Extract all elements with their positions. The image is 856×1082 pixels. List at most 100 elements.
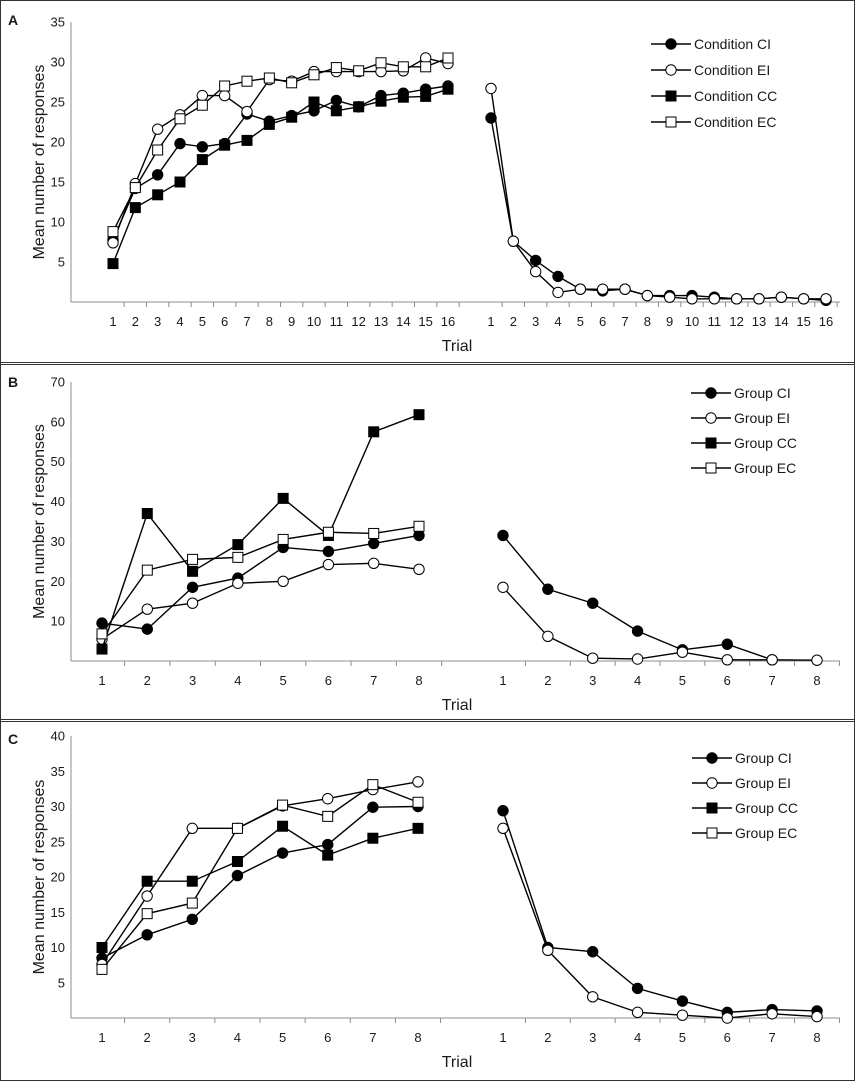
- data-point: [412, 776, 424, 788]
- x-tick-label: 5: [679, 1030, 686, 1045]
- data-point: [141, 890, 153, 902]
- x-tick-label: 2: [144, 673, 151, 688]
- data-point: [322, 793, 334, 805]
- y-axis-title: Mean number of responses: [31, 780, 48, 975]
- series-line: [101, 783, 419, 970]
- data-point: [587, 652, 599, 664]
- x-tick-label: 6: [325, 673, 332, 688]
- x-tick-label: 8: [414, 1030, 421, 1045]
- y-tick-label: 15: [51, 175, 65, 190]
- data-point: [322, 838, 334, 851]
- data-point: [232, 577, 244, 589]
- data-point: [552, 286, 564, 299]
- x-tick-label: 6: [599, 314, 606, 329]
- x-tick-label: 4: [234, 673, 241, 688]
- data-point: [587, 991, 599, 1003]
- x-tick-label: 4: [554, 314, 561, 329]
- x-tick-label: 6: [221, 314, 228, 329]
- data-point: [186, 581, 199, 593]
- data-point: [96, 643, 108, 655]
- x-tick-label: 7: [769, 1030, 776, 1045]
- data-point: [96, 628, 108, 640]
- chart-svg: C 5 10 15 20 25 30 35 40 1 2 3 4 5 6 7 8 1 2 3 4 5 6 7 8 Trial Mea…: [0, 719, 855, 1081]
- data-point: [141, 875, 153, 887]
- data-point: [174, 137, 186, 150]
- data-point: [186, 897, 198, 909]
- series-group-ei: [96, 776, 823, 1024]
- data-point: [574, 283, 587, 295]
- x-tick-label: 2: [510, 314, 517, 329]
- y-tick-label: 30: [51, 534, 65, 549]
- chart-svg: B 10 20 30 40 50 60 70 1 2 3 4 5 6 7 8 1 2 3 4 5 6 7 8 Trial Mean…: [0, 362, 855, 722]
- data-point: [442, 83, 454, 95]
- x-axis-title: Trial: [442, 338, 473, 355]
- x-tick-label: 5: [279, 1030, 286, 1045]
- panel-label: B: [8, 374, 18, 390]
- data-point: [231, 822, 243, 834]
- x-axis-title: Trial: [442, 1054, 473, 1071]
- x-tick-label: 2: [544, 673, 551, 688]
- data-point: [420, 61, 432, 73]
- legend-marker: [706, 827, 718, 839]
- data-point: [96, 963, 108, 975]
- series-line: [101, 825, 419, 948]
- data-point: [375, 95, 387, 107]
- data-point: [412, 822, 424, 834]
- data-point: [232, 539, 244, 551]
- x-tick-label: 3: [189, 1030, 196, 1045]
- x-tick-label: 11: [708, 314, 722, 329]
- x-tick-label: 16: [441, 314, 455, 329]
- data-point: [529, 254, 542, 267]
- data-point: [107, 258, 119, 270]
- data-point: [196, 141, 209, 153]
- data-point: [367, 832, 379, 844]
- x-tick-label: 10: [685, 314, 699, 329]
- data-point: [596, 283, 609, 295]
- panel-b: B 10 20 30 40 50 60 70 1 2 3 4 5 6 7 8 1 2 3 4 5 6 7 8 Trial Mean…: [0, 362, 855, 722]
- data-point: [367, 801, 379, 813]
- data-point: [367, 779, 379, 791]
- legend: Group CI Group EI Group CC Group EC: [692, 750, 798, 841]
- x-tick-label: 5: [679, 673, 686, 688]
- data-point: [676, 646, 689, 658]
- series-group-cc: [96, 820, 424, 953]
- data-point: [330, 94, 343, 107]
- x-tick-label: 5: [577, 314, 584, 329]
- data-point: [277, 533, 289, 545]
- x-axis-title: Trial: [442, 697, 473, 714]
- data-point: [485, 112, 497, 124]
- data-point: [375, 57, 387, 69]
- data-point: [141, 623, 153, 635]
- x-tick-label: 8: [266, 314, 273, 329]
- data-point: [507, 235, 520, 247]
- data-point: [186, 597, 199, 609]
- x-tick-label: 1: [98, 673, 105, 688]
- series-line: [490, 88, 826, 300]
- data-point: [151, 169, 164, 181]
- x-tick-label: 4: [634, 1030, 641, 1045]
- y-tick-label: 50: [51, 454, 65, 469]
- x-tick-label: 1: [98, 1030, 105, 1045]
- data-point: [231, 869, 244, 882]
- data-point: [241, 105, 253, 118]
- data-point: [196, 154, 208, 166]
- data-point: [820, 293, 832, 305]
- series-line: [101, 414, 420, 650]
- series-line: [502, 586, 818, 661]
- data-point: [413, 520, 425, 532]
- x-tick-label: 12: [729, 314, 743, 329]
- series-line: [101, 562, 420, 640]
- legend-label: Group EC: [735, 825, 797, 841]
- data-point: [619, 283, 631, 295]
- x-tick-label: 15: [418, 314, 432, 329]
- y-tick-label: 20: [51, 574, 65, 589]
- y-tick-label: 10: [51, 614, 65, 629]
- data-point: [152, 189, 164, 201]
- data-point: [141, 564, 153, 576]
- data-point: [497, 529, 509, 542]
- data-point: [587, 597, 599, 609]
- data-point: [721, 638, 733, 650]
- data-point: [174, 176, 186, 188]
- legend: Condition CI Condition EI Condition CC Cond…: [651, 36, 777, 130]
- data-point: [277, 820, 289, 832]
